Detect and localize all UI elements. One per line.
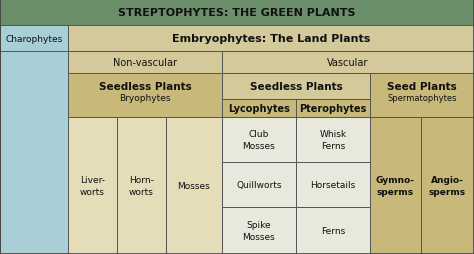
- Text: Seed Plants: Seed Plants: [387, 82, 457, 92]
- Bar: [68, 118, 117, 254]
- Text: Spike
Mosses: Spike Mosses: [243, 220, 275, 241]
- Text: Embryophytes: The Land Plants: Embryophytes: The Land Plants: [172, 34, 370, 44]
- Bar: [222, 52, 474, 74]
- Text: Whisk
Ferns: Whisk Ferns: [319, 130, 346, 150]
- Bar: [222, 74, 370, 100]
- Text: Charophytes: Charophytes: [5, 34, 63, 43]
- Bar: [166, 118, 222, 254]
- Bar: [370, 118, 421, 254]
- Bar: [421, 118, 474, 254]
- Text: Non-vascular: Non-vascular: [113, 58, 177, 68]
- Bar: [222, 207, 296, 254]
- Bar: [68, 74, 222, 118]
- Text: Mosses: Mosses: [178, 181, 210, 190]
- Bar: [296, 100, 370, 118]
- Text: Angio-
sperms: Angio- sperms: [429, 176, 466, 196]
- Bar: [68, 26, 474, 52]
- Bar: [68, 52, 222, 74]
- Bar: [296, 162, 370, 207]
- Bar: [296, 207, 370, 254]
- Bar: [0, 0, 474, 26]
- Text: Gymno-
sperms: Gymno- sperms: [376, 176, 415, 196]
- Bar: [370, 74, 474, 118]
- Bar: [0, 26, 68, 52]
- Text: Bryophytes: Bryophytes: [119, 94, 171, 103]
- Text: Pterophytes: Pterophytes: [299, 104, 367, 114]
- Text: Quillworts: Quillworts: [236, 180, 282, 189]
- Text: STREPTOPHYTES: THE GREEN PLANTS: STREPTOPHYTES: THE GREEN PLANTS: [118, 8, 356, 18]
- Bar: [0, 52, 68, 254]
- Text: Ferns: Ferns: [321, 226, 345, 235]
- Bar: [117, 118, 166, 254]
- Bar: [296, 118, 370, 162]
- Text: Vascular: Vascular: [328, 58, 369, 68]
- Text: Horsetails: Horsetails: [310, 180, 356, 189]
- Text: Club
Mosses: Club Mosses: [243, 130, 275, 150]
- Text: Spermatophytes: Spermatophytes: [387, 94, 457, 103]
- Text: Lycophytes: Lycophytes: [228, 104, 290, 114]
- Bar: [222, 100, 296, 118]
- Text: Horn-
worts: Horn- worts: [129, 176, 154, 196]
- Bar: [222, 118, 296, 162]
- Text: Liver-
worts: Liver- worts: [80, 176, 105, 196]
- Text: Seedless Plants: Seedless Plants: [99, 82, 191, 92]
- Bar: [222, 162, 296, 207]
- Text: Seedless Plants: Seedless Plants: [250, 82, 342, 92]
